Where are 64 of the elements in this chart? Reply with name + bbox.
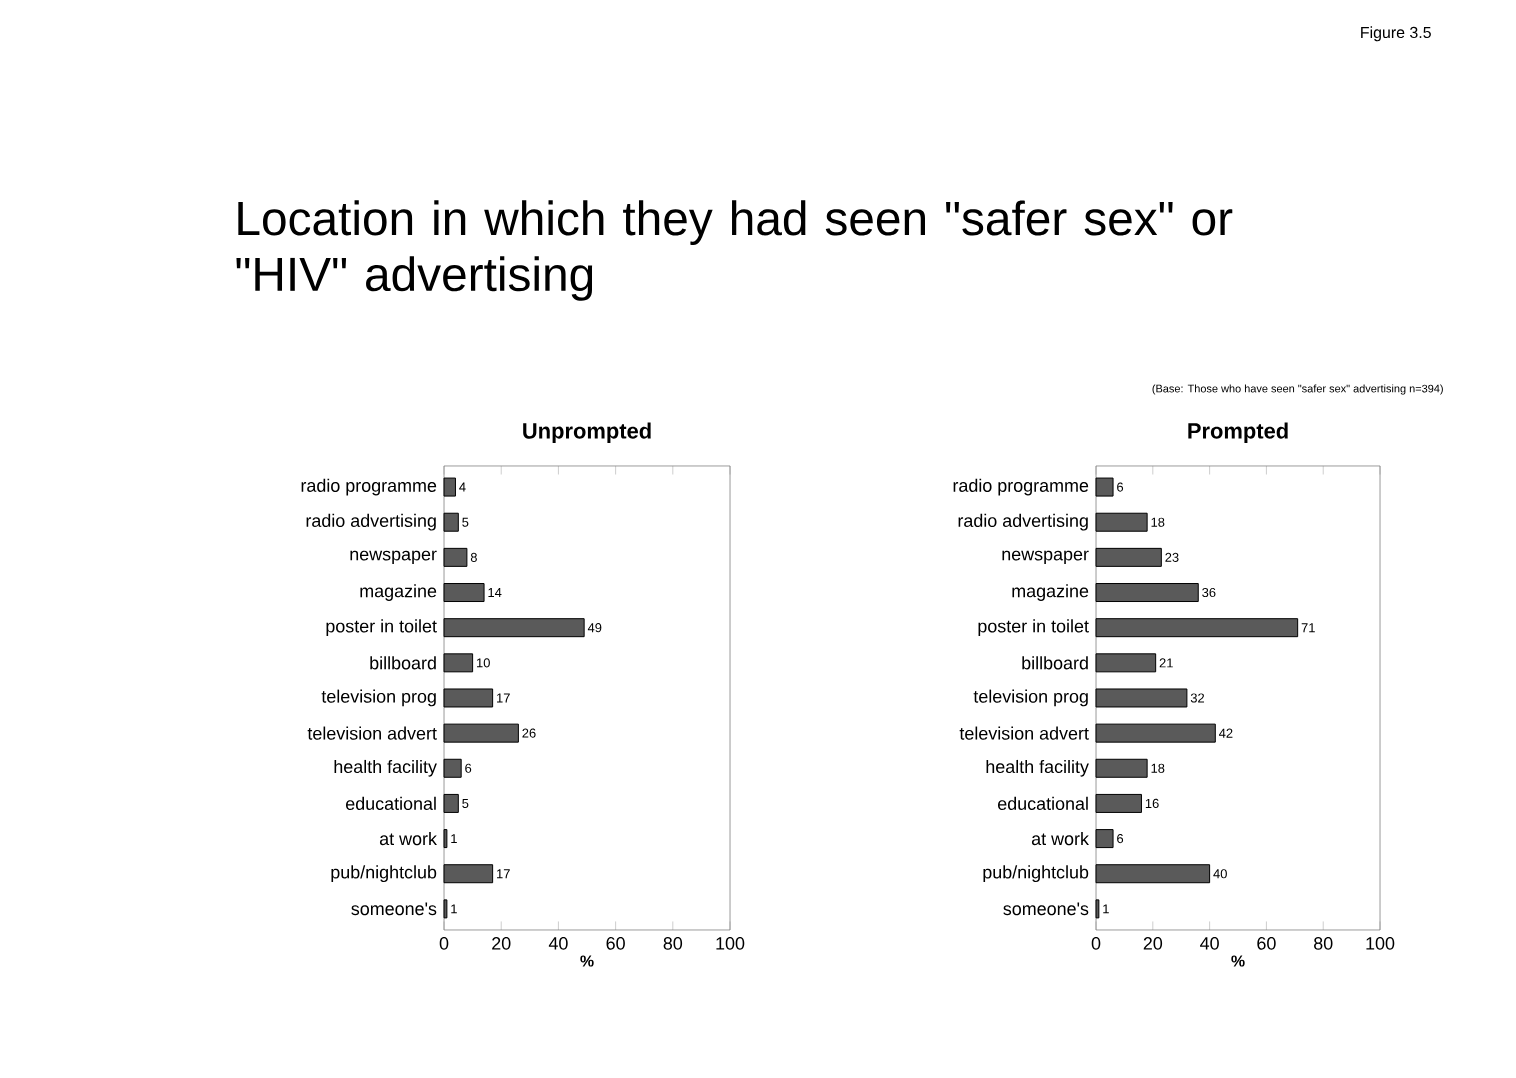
bar bbox=[443, 477, 456, 497]
y-tick-label: television advert bbox=[307, 726, 437, 740]
bar bbox=[1095, 723, 1216, 743]
y-tick-label: newspaper bbox=[1002, 550, 1089, 565]
y-tick-label: billboard bbox=[370, 656, 436, 670]
y-tick-label: magazine bbox=[360, 584, 437, 601]
bar bbox=[443, 512, 459, 532]
bar bbox=[1095, 829, 1114, 849]
bar bbox=[1095, 758, 1148, 778]
y-tick-label: educational bbox=[346, 796, 436, 811]
x-tick-label: 80 bbox=[1314, 937, 1333, 950]
x-tick-label: 100 bbox=[1366, 937, 1395, 950]
chart-title: Unprompted bbox=[523, 422, 651, 443]
y-tick-label: health facility bbox=[986, 759, 1089, 777]
x-tick-label: 80 bbox=[663, 937, 683, 950]
y-tick-label: television prog bbox=[321, 689, 436, 707]
y-tick-label: radio programme bbox=[301, 478, 437, 496]
y-tick-label: radio advertising bbox=[306, 513, 436, 531]
bar bbox=[1095, 793, 1142, 813]
bar bbox=[1095, 618, 1299, 638]
x-tick-label: 40 bbox=[548, 937, 568, 950]
y-tick-label: educational bbox=[998, 796, 1088, 811]
bar bbox=[1095, 653, 1157, 673]
y-tick-label: television advert bbox=[959, 726, 1089, 740]
y-tick-label: pub/nightclub bbox=[983, 865, 1089, 883]
bar bbox=[443, 758, 462, 778]
x-tick-label: 40 bbox=[1200, 937, 1219, 950]
bar bbox=[443, 723, 519, 743]
y-tick-label: poster in toilet bbox=[326, 619, 437, 637]
bar bbox=[443, 864, 494, 884]
y-tick-label: poster in toilet bbox=[978, 619, 1089, 637]
bar bbox=[1095, 547, 1162, 567]
y-tick-label: television prog bbox=[973, 689, 1088, 707]
y-tick-label: someone's bbox=[351, 902, 437, 916]
x-tick-label: 0 bbox=[1091, 937, 1101, 950]
y-tick-label: pub/nightclub bbox=[331, 865, 437, 883]
bar bbox=[1095, 477, 1114, 497]
bar bbox=[443, 653, 474, 673]
bar bbox=[1095, 688, 1188, 708]
chart-title: Prompted bbox=[1188, 422, 1288, 443]
x-tick-label: 20 bbox=[1143, 937, 1163, 950]
bar bbox=[1095, 864, 1211, 884]
y-tick-label: newspaper bbox=[350, 550, 437, 565]
y-tick-label: billboard bbox=[1022, 656, 1088, 670]
bar bbox=[443, 688, 494, 708]
x-tick-label: 60 bbox=[606, 937, 625, 950]
y-tick-label: at work bbox=[379, 831, 437, 846]
y-tick-label: radio programme bbox=[953, 478, 1089, 496]
y-tick-label: health facility bbox=[334, 759, 437, 777]
y-tick-label: someone's bbox=[1003, 902, 1089, 916]
y-tick-label: at work bbox=[1031, 831, 1089, 846]
bar bbox=[443, 547, 468, 567]
bar bbox=[443, 583, 485, 603]
bar bbox=[1095, 583, 1199, 603]
x-tick-label: 60 bbox=[1257, 937, 1276, 950]
x-tick-label: 0 bbox=[439, 937, 449, 950]
y-tick-label: radio advertising bbox=[958, 513, 1088, 531]
x-tick-label: 20 bbox=[492, 937, 511, 950]
x-tick-label: 100 bbox=[716, 937, 745, 950]
bar bbox=[1095, 512, 1148, 532]
bar bbox=[443, 793, 459, 813]
y-tick-label: magazine bbox=[1012, 584, 1089, 601]
bar bbox=[443, 618, 585, 638]
text: Location in which they had seen "safer sex" or "HIV" advertising bbox=[236, 200, 1233, 301]
